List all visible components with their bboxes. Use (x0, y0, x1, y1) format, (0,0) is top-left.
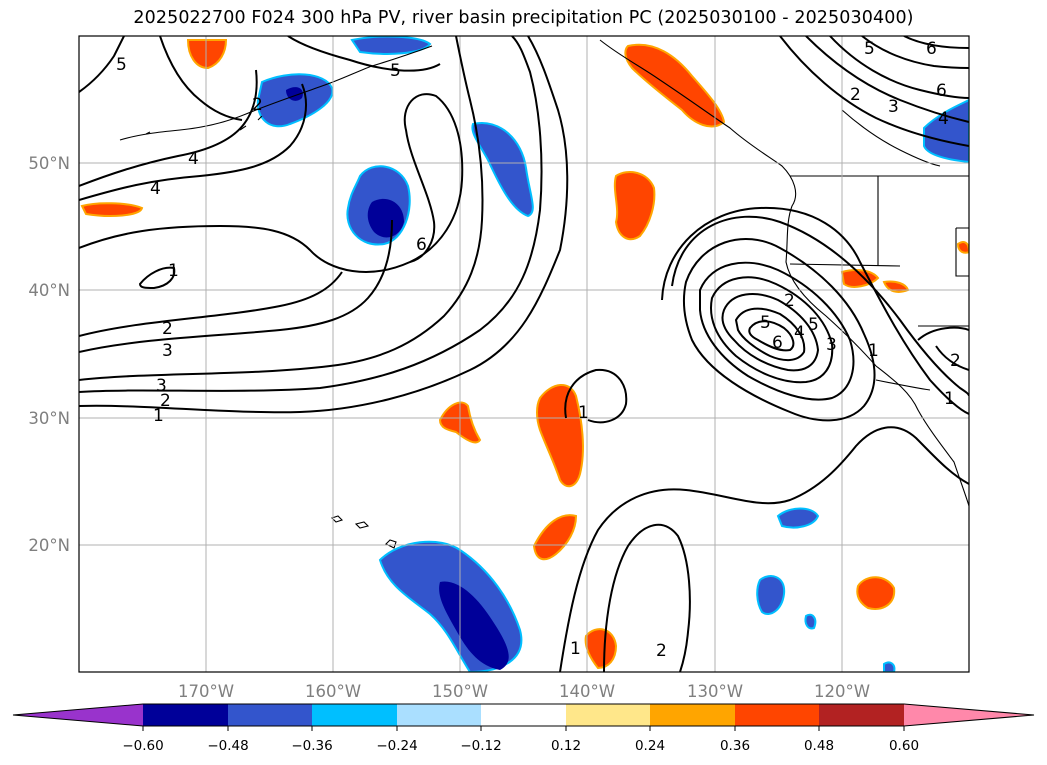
colorbar-tick-label: 0.60 (889, 738, 919, 754)
lon-label-120w: 120°W (814, 682, 870, 701)
colorbar-swatch (735, 704, 819, 726)
contour-label-2: 2 (162, 319, 173, 339)
contour-label-3: 3 (826, 335, 837, 355)
contour-label-3: 3 (156, 376, 167, 396)
lon-label-130w: 130°W (687, 682, 743, 701)
colorbar-swatch (143, 704, 228, 726)
colorbar-extend-low (13, 704, 143, 726)
lat-label-20n: 20°N (28, 536, 70, 555)
colorbar-swatch (228, 704, 312, 726)
latitude-labels: 50°N 40°N 30°N 20°N (28, 154, 70, 555)
colorbar-tick-label: −0.60 (122, 738, 163, 754)
contour-label-2: 2 (850, 85, 861, 105)
contour-label-6: 6 (936, 81, 947, 101)
map-background (79, 36, 969, 672)
pv-contours (79, 36, 969, 672)
lat-label-30n: 30°N (28, 409, 70, 428)
contour-label-4: 4 (188, 149, 199, 169)
gridlines (79, 36, 969, 672)
colorbar-tick-label: −0.48 (207, 738, 248, 754)
contour-label-5: 5 (808, 315, 819, 335)
contour-label-1: 1 (944, 389, 955, 409)
lon-label-170w: 170°W (178, 682, 234, 701)
contour-label-2: 2 (656, 641, 667, 661)
map-title: 2025022700 F024 300 hPa PV, river basin … (133, 8, 914, 28)
contour-label-5: 5 (864, 39, 875, 59)
contour-label-5: 5 (116, 55, 127, 75)
contour-label-2: 2 (160, 391, 171, 411)
lon-label-140w: 140°W (559, 682, 615, 701)
colorbar-tick-label: 0.12 (551, 738, 581, 754)
contour-label-2: 2 (784, 291, 795, 311)
contour-labels: 1 2 3 3 2 1 4 4 5 2 6 5 1 1 2 6 5 4 5 3 … (116, 39, 961, 661)
contour-label-4: 4 (938, 109, 949, 129)
contour-label-5: 5 (760, 313, 771, 333)
colorbar-swatch (397, 704, 481, 726)
contour-label-6: 6 (926, 39, 937, 59)
contour-label-2: 2 (252, 95, 263, 115)
map-frame (78, 35, 970, 673)
contour-label-6: 6 (416, 235, 427, 255)
lon-label-160w: 160°W (305, 682, 361, 701)
contour-label-1: 1 (153, 406, 164, 426)
contour-label-4: 4 (794, 323, 805, 343)
colorbar-tick-label: −0.36 (291, 738, 332, 754)
longitude-labels: 170°W 160°W 150°W 140°W 130°W 120°W (178, 682, 870, 701)
contour-label-1: 1 (868, 341, 879, 361)
contour-label-4: 4 (150, 179, 161, 199)
lat-label-40n: 40°N (28, 281, 70, 300)
lat-label-50n: 50°N (28, 154, 70, 173)
contour-label-1: 1 (578, 403, 589, 423)
colorbar-tick-label: −0.24 (376, 738, 417, 754)
contour-label-3: 3 (162, 341, 173, 361)
precip-shading (80, 36, 969, 672)
colorbar-swatch (650, 704, 735, 726)
colorbar-swatch (819, 704, 904, 726)
colorbar-tick-label: 0.36 (720, 738, 750, 754)
colorbar-swatch (566, 704, 650, 726)
colorbar-extend-high (904, 704, 1034, 726)
lon-label-150w: 150°W (432, 682, 488, 701)
colorbar-swatch (481, 704, 566, 726)
colorbar-tick-label: −0.12 (460, 738, 501, 754)
contour-label-2: 2 (950, 351, 961, 371)
colorbar-tick-label: 0.24 (635, 738, 665, 754)
contour-label-1: 1 (570, 639, 581, 659)
contour-label-3: 3 (888, 97, 899, 117)
colorbar: −0.60 −0.48 −0.36 −0.24 −0.12 0.12 0.24 … (12, 703, 1035, 754)
colorbar-tick-label: 0.48 (804, 738, 834, 754)
contour-label-6: 6 (772, 333, 783, 353)
contour-label-5: 5 (390, 61, 401, 81)
contour-label-1: 1 (168, 261, 179, 281)
colorbar-swatch (312, 704, 397, 726)
